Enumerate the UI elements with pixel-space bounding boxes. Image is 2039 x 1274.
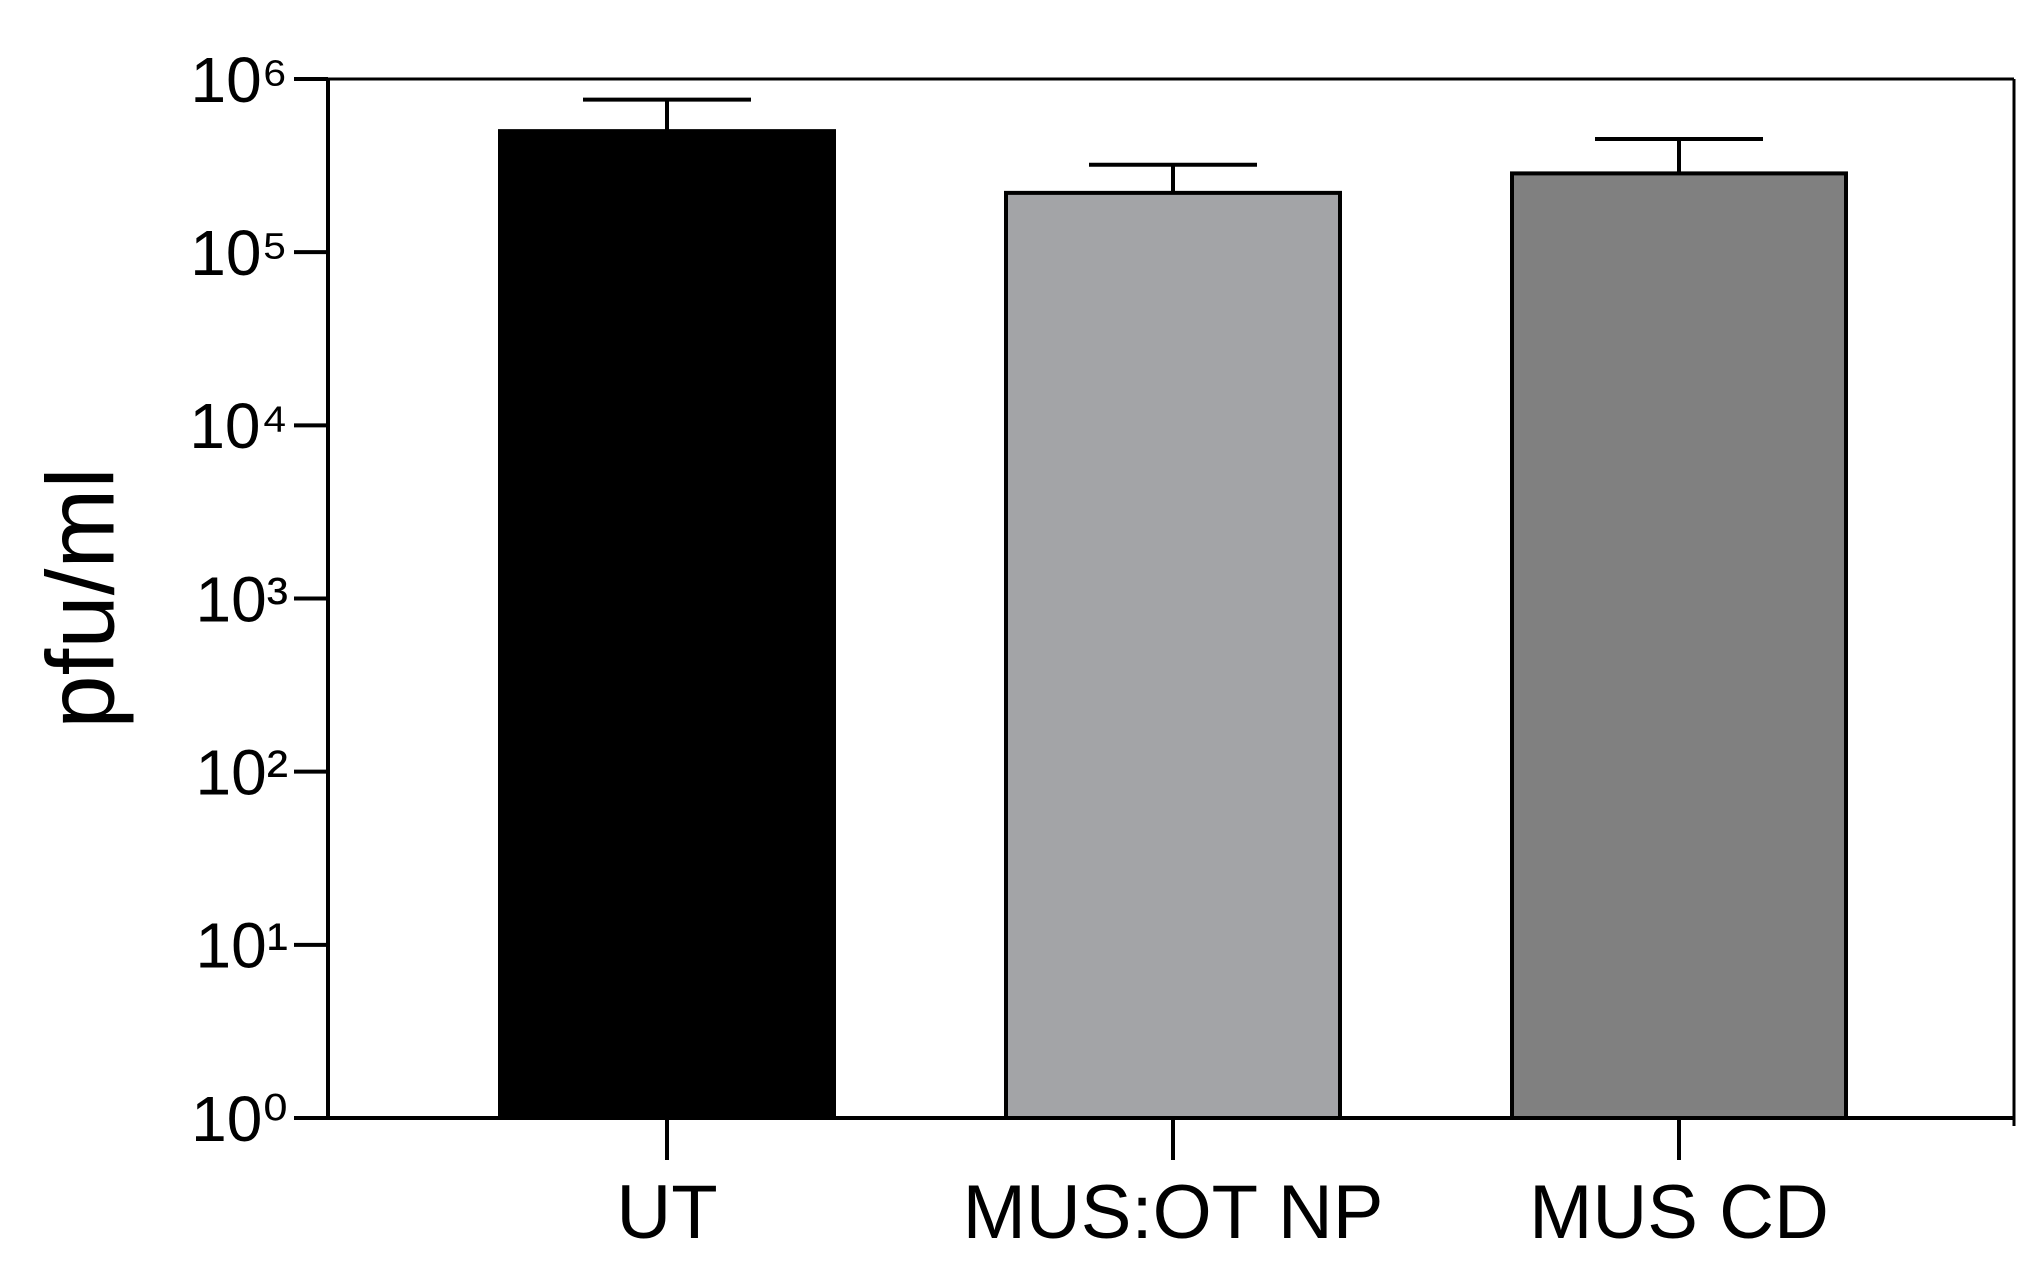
y-tick-label: 10⁶ [190, 44, 288, 116]
y-tick-label: 10⁵ [190, 217, 288, 289]
bar [1004, 190, 1342, 1120]
y-tick-label: 10⁴ [189, 390, 288, 462]
x-tick-label: UT [616, 1170, 717, 1255]
x-tick-label: MUS:OT NP [963, 1170, 1384, 1255]
y-tick-label: 10⁰ [191, 1083, 288, 1155]
bar [498, 129, 836, 1120]
y-axis-label: pfu/ml [27, 467, 134, 728]
y-tick-label: 10¹ [196, 910, 289, 982]
bar [1510, 171, 1848, 1120]
y-tick-label: 10² [196, 737, 289, 809]
x-tick-label: MUS CD [1529, 1170, 1829, 1255]
y-tick-label: 10³ [196, 563, 289, 635]
